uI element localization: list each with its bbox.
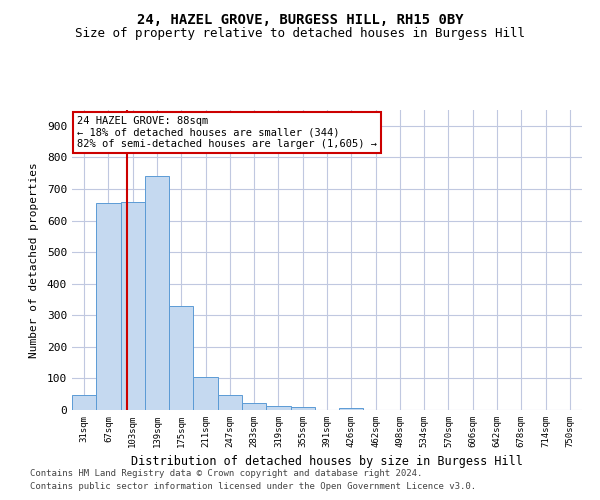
Text: Size of property relative to detached houses in Burgess Hill: Size of property relative to detached ho… [75,28,525,40]
Bar [72,395,96,410]
X-axis label: Distribution of detached houses by size in Burgess Hill: Distribution of detached houses by size … [131,456,523,468]
Bar [266,406,290,410]
Text: 24, HAZEL GROVE, BURGESS HILL, RH15 0BY: 24, HAZEL GROVE, BURGESS HILL, RH15 0BY [137,12,463,26]
Bar [290,407,315,410]
Text: 24 HAZEL GROVE: 88sqm
← 18% of detached houses are smaller (344)
82% of semi-det: 24 HAZEL GROVE: 88sqm ← 18% of detached … [77,116,377,149]
Bar [145,176,169,410]
Bar [169,306,193,410]
Text: Contains HM Land Registry data © Crown copyright and database right 2024.: Contains HM Land Registry data © Crown c… [30,468,422,477]
Y-axis label: Number of detached properties: Number of detached properties [29,162,38,358]
Text: Contains public sector information licensed under the Open Government Licence v3: Contains public sector information licen… [30,482,476,491]
Bar [121,202,145,410]
Bar [339,408,364,410]
Bar [193,378,218,410]
Bar [242,403,266,410]
Bar [218,395,242,410]
Bar [96,203,121,410]
